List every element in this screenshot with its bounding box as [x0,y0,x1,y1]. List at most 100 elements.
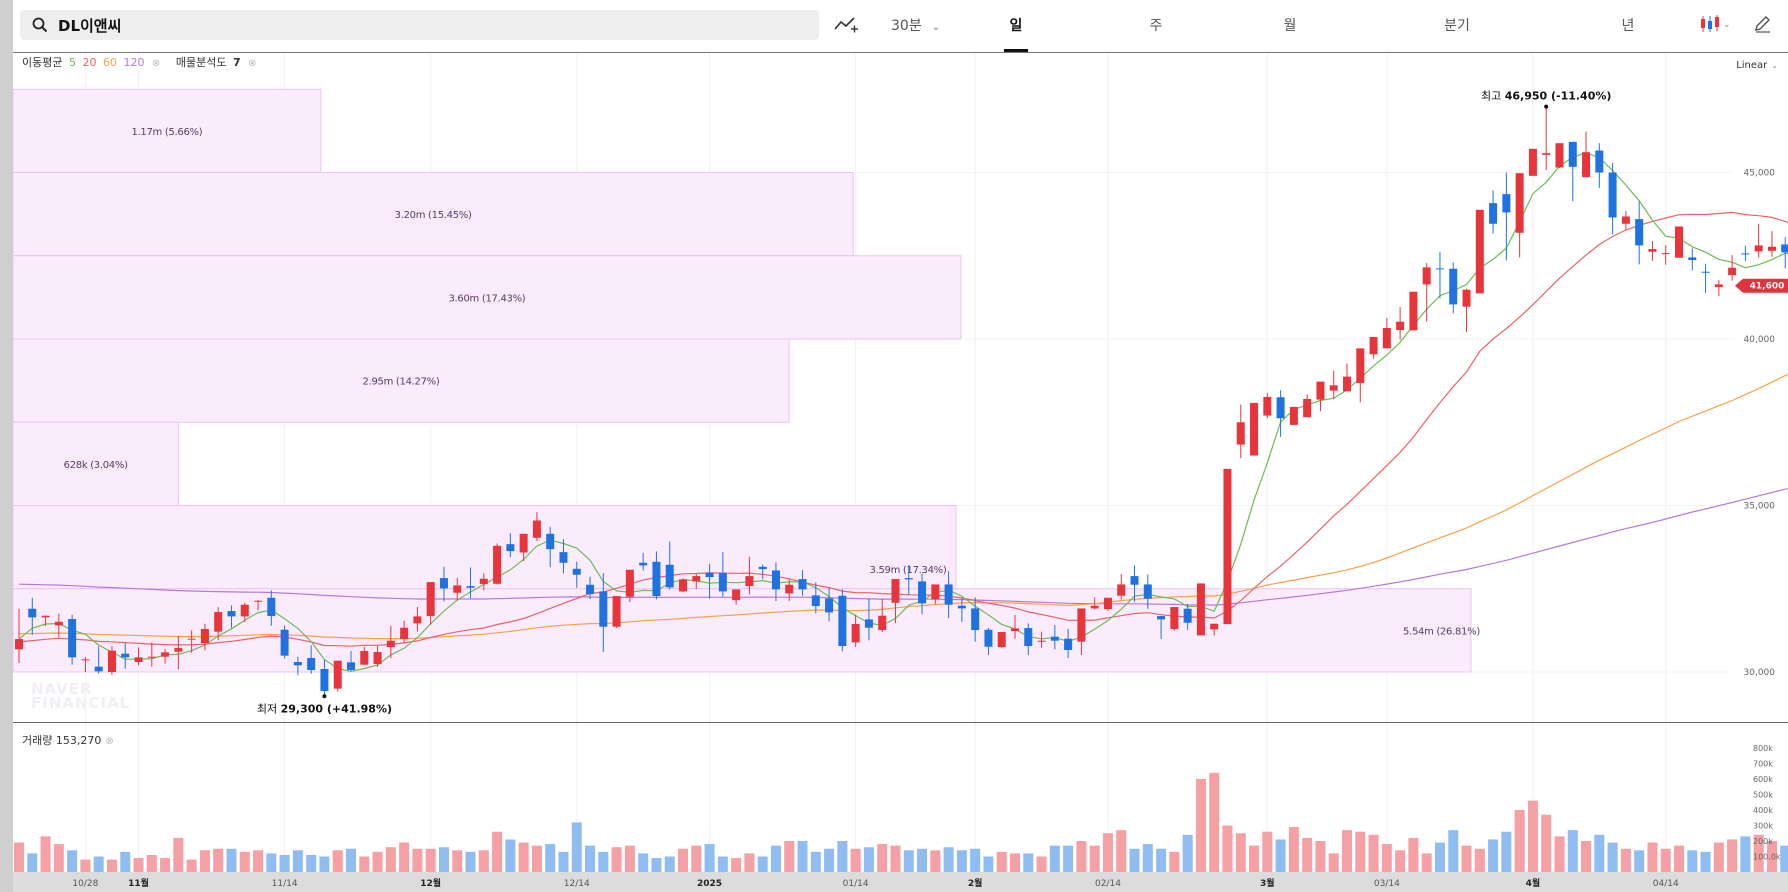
candle [360,646,369,665]
candle-body [997,632,1006,648]
candle-body [240,604,249,617]
candle-body [81,659,90,661]
candle-body [1608,172,1617,218]
candle [254,600,263,611]
volume-tick-label: 700k [1753,760,1773,769]
interval-selector[interactable]: 30분 ⌄ [891,6,940,46]
candle-body [1515,173,1524,233]
candle-body [692,576,701,582]
candle [94,646,103,674]
candle [758,564,767,580]
tab-month[interactable]: 월 [1283,18,1297,34]
candle [625,569,634,603]
volume-bar [917,848,928,872]
line-chart-add-icon[interactable] [833,14,859,38]
volume-bar [120,851,131,872]
candle-body [1077,608,1086,642]
ma120-line [18,487,1788,606]
candle [307,645,316,674]
candle [107,646,116,675]
volume-bar [1089,845,1100,872]
price-chart[interactable]: 1.17m (5.66%) 3.20m (15.45%) 3.60m (17.43%… [13,0,1788,892]
volume-profile-bar [13,172,854,257]
volume-bar [385,847,396,872]
pane-divider[interactable] [13,722,1788,723]
volume-bar [1514,810,1525,872]
ma-label[interactable]: 이동평균 [22,56,63,69]
candle-body [1289,406,1298,425]
candle [1143,574,1152,609]
time-tick-label: 03/14 [1374,879,1400,889]
volume-bar [1368,834,1379,872]
candle [493,543,502,585]
volume-profile-label: 1.17m (5.66%) [131,127,202,138]
search-input[interactable] [58,14,758,36]
chevron-down-icon: ⌄ [931,22,941,33]
time-tick-label: 11월 [128,877,149,889]
time-axis[interactable]: 10/28 11월 11/14 12월 12/14 2025 01/14 2월 02/14 3월 0… [13,872,1788,892]
candle-body [732,589,741,601]
candle [705,563,714,599]
remove-volume-icon[interactable]: ⊗ [105,736,114,747]
candle-body [386,640,395,648]
candle-body [718,572,727,592]
volume-bar [1302,837,1313,872]
tab-day[interactable]: 일 [996,6,1036,52]
candle [1090,597,1099,610]
volume-bar [1674,845,1684,872]
scale-mode-selector[interactable]: Linear ⌄ [1736,60,1778,71]
candle-body [1582,152,1591,178]
remove-ma-icon[interactable]: ⊗ [151,58,161,69]
volume-bar [1780,845,1788,872]
candle-body [745,576,754,587]
volume-bar [731,858,742,872]
candle [1024,623,1033,656]
candle [15,608,23,664]
candle [1289,406,1298,425]
candle [1675,226,1683,258]
candle [227,605,236,628]
candle [1475,209,1484,294]
candle [479,573,488,591]
annotations: 최고 46,950 (-11.40%) 최저 29,300 (+41.98%) [257,90,1612,716]
candlestick-icon[interactable]: ⌄ [1699,14,1733,38]
candle-body [1223,468,1232,625]
candle-body [519,533,528,553]
volume-profile-bar [13,255,962,340]
candle-body [1356,348,1365,383]
candle [1661,245,1670,265]
tab-week[interactable]: 주 [1149,18,1163,34]
candle-body [1635,219,1644,246]
tab-quarter[interactable]: 분기 [1444,18,1470,34]
volume-bar [1753,834,1764,872]
candle [891,579,900,624]
candle [878,599,887,633]
volume-bar [160,858,171,872]
time-tick-label: 10/28 [72,879,98,889]
candle-body [1489,203,1498,224]
tab-year[interactable]: 년 [1621,18,1635,34]
volume-bar [1687,850,1698,872]
remove-vp-icon[interactable]: ⊗ [248,58,257,69]
vp-label[interactable]: 매물분석도 [175,56,227,69]
candle-body [1263,396,1272,416]
candle-body [811,595,820,607]
volume-bar [1182,834,1193,872]
candle-body [107,650,116,672]
candle [1754,223,1763,258]
volume-bar [518,842,529,872]
candle-body [134,657,143,663]
volume-bar [146,854,157,872]
volume-bar [1620,848,1631,872]
pencil-icon[interactable] [1753,14,1773,38]
volume-profile-label: 5.54m (26.81%) [1403,626,1480,637]
search-box[interactable] [20,10,819,40]
candle-body [825,598,834,613]
candle-body [758,566,767,570]
ma60-period: 60 [102,56,117,69]
search-icon[interactable] [32,17,48,37]
volume-bar [651,858,662,872]
chart-app: 1.17m (5.66%) 3.20m (15.45%) 3.60m (17.43%… [13,0,1788,892]
candle-body [1103,597,1112,610]
ma5-period: 5 [68,56,76,69]
